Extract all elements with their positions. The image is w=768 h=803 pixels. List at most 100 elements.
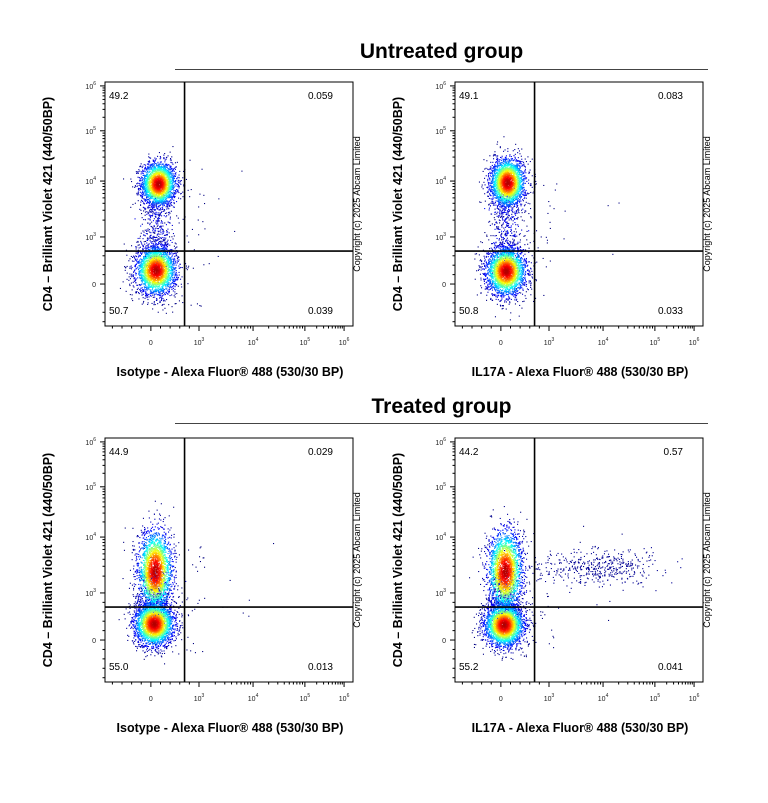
event-dot bbox=[161, 166, 163, 168]
event-dot bbox=[170, 189, 172, 191]
event-dot bbox=[140, 242, 142, 244]
event-dot bbox=[142, 183, 144, 185]
event-dot bbox=[166, 271, 168, 273]
event-dot bbox=[124, 266, 126, 268]
event-dot bbox=[150, 252, 152, 254]
event-dot bbox=[182, 196, 184, 198]
event-dot bbox=[155, 215, 157, 217]
event-dot bbox=[173, 263, 175, 265]
event-dot bbox=[164, 209, 166, 211]
event-dot bbox=[156, 192, 158, 194]
event-dot bbox=[160, 207, 162, 209]
event-dot bbox=[161, 268, 163, 270]
event-dot bbox=[159, 277, 161, 279]
event-dot bbox=[181, 286, 183, 288]
event-dot bbox=[174, 242, 176, 244]
event-dot bbox=[160, 157, 162, 159]
event-dot bbox=[144, 188, 146, 190]
event-dot bbox=[152, 280, 154, 282]
event-dot bbox=[158, 246, 160, 248]
event-dot bbox=[165, 164, 167, 166]
event-dot bbox=[160, 241, 162, 243]
event-dot bbox=[165, 158, 167, 160]
event-dot bbox=[175, 182, 177, 184]
event-dot bbox=[163, 189, 165, 191]
event-dot bbox=[156, 298, 158, 300]
event-dot bbox=[158, 263, 160, 265]
event-dot bbox=[140, 265, 142, 267]
event-dot bbox=[156, 247, 158, 249]
event-dot bbox=[137, 244, 139, 246]
event-dot bbox=[153, 241, 155, 243]
event-dot bbox=[152, 220, 154, 222]
event-dot bbox=[158, 174, 160, 176]
event-dot bbox=[158, 215, 160, 217]
event-dot bbox=[156, 246, 158, 248]
event-dot bbox=[156, 196, 158, 198]
event-dot bbox=[166, 299, 168, 301]
event-dot bbox=[146, 272, 148, 274]
event-dot bbox=[135, 258, 137, 260]
event-dot bbox=[142, 190, 144, 192]
event-dot bbox=[136, 185, 138, 187]
event-dot bbox=[160, 253, 162, 255]
event-dot bbox=[168, 195, 170, 197]
event-dot bbox=[165, 264, 167, 266]
event-dot bbox=[162, 261, 164, 263]
event-dot bbox=[139, 188, 141, 190]
event-dot bbox=[147, 299, 149, 301]
event-dot bbox=[154, 214, 156, 216]
event-dot bbox=[141, 264, 143, 266]
event-dot bbox=[158, 167, 160, 169]
event-dot bbox=[146, 237, 148, 239]
event-dot bbox=[166, 248, 168, 250]
event-dot bbox=[173, 189, 175, 191]
event-dot bbox=[151, 285, 153, 287]
event-dot bbox=[140, 163, 142, 165]
event-dot bbox=[139, 251, 141, 253]
event-dot bbox=[158, 283, 160, 285]
event-dot bbox=[160, 275, 162, 277]
event-dot bbox=[166, 179, 168, 181]
event-dot bbox=[158, 293, 160, 295]
event-dot bbox=[152, 176, 154, 178]
event-dot bbox=[158, 172, 160, 174]
event-dot bbox=[148, 258, 150, 260]
event-dot bbox=[153, 275, 155, 277]
event-dot bbox=[164, 159, 166, 161]
event-dot bbox=[138, 254, 140, 256]
event-dot bbox=[140, 189, 142, 191]
event-dot bbox=[162, 197, 164, 199]
event-dot bbox=[150, 186, 152, 188]
event-dot bbox=[141, 269, 143, 271]
event-dot bbox=[155, 259, 157, 261]
event-dot bbox=[159, 280, 161, 282]
event-dot bbox=[168, 164, 170, 166]
event-dot bbox=[200, 305, 202, 307]
event-dot bbox=[170, 185, 172, 187]
event-dot bbox=[155, 194, 157, 196]
event-dot bbox=[149, 201, 151, 203]
event-dot bbox=[153, 304, 155, 306]
event-dot bbox=[140, 252, 142, 254]
event-dot bbox=[144, 289, 146, 291]
event-dot bbox=[146, 230, 148, 232]
event-dot bbox=[172, 268, 174, 270]
event-dot bbox=[144, 209, 146, 211]
event-dot bbox=[151, 177, 153, 179]
event-dot bbox=[162, 207, 164, 209]
event-dot bbox=[165, 193, 167, 195]
event-dot bbox=[146, 194, 148, 196]
event-dot bbox=[143, 207, 145, 209]
event-dot bbox=[139, 262, 141, 264]
event-dot bbox=[149, 260, 151, 262]
event-dot bbox=[131, 181, 133, 183]
event-dot bbox=[149, 182, 151, 184]
event-dot bbox=[138, 261, 140, 263]
event-dot bbox=[148, 160, 150, 162]
event-dot bbox=[190, 189, 192, 191]
event-dot bbox=[143, 183, 145, 185]
event-dot bbox=[168, 291, 170, 293]
event-dot bbox=[170, 264, 172, 266]
event-dot bbox=[148, 162, 150, 164]
